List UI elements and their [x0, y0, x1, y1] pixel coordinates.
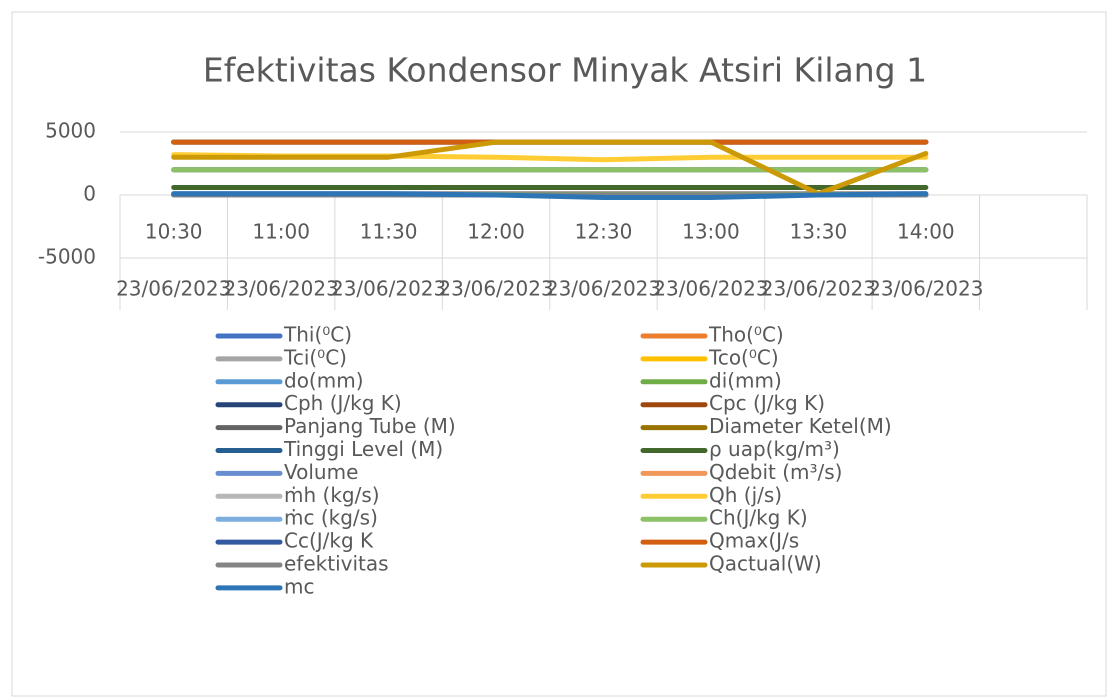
series-line: [171, 191, 929, 201]
x-tick-label: 13:00: [682, 220, 740, 244]
series-line: [171, 139, 929, 197]
x-group-label: 23/06/2023: [224, 277, 339, 301]
legend-label: Qmax(J/s: [709, 529, 799, 553]
legend-label: Tco(⁰C): [708, 345, 779, 369]
legend-label: Panjang Tube (M): [284, 414, 456, 438]
x-tick-label: 10:30: [145, 220, 203, 244]
x-group-label: 23/06/2023: [653, 277, 768, 301]
legend-label: ṁc (kg/s): [284, 506, 378, 530]
y-tick-label: -5000: [38, 245, 96, 269]
x-tick-label: 12:30: [575, 220, 633, 244]
chart-title: Efektivitas Kondensor Minyak Atsiri Kila…: [203, 51, 927, 90]
x-group-label: 23/06/2023: [761, 277, 876, 301]
y-tick-label: 0: [83, 182, 96, 206]
legend-label: Cph (J/kg K): [284, 391, 402, 415]
legend-label: efektivitas: [284, 552, 389, 576]
legend-label: Tinggi Level (M): [283, 437, 443, 461]
legend-label: Tci(⁰C): [283, 345, 347, 369]
x-group-label: 23/06/2023: [546, 277, 661, 301]
x-tick-label: 11:00: [252, 220, 310, 244]
legend-label: Diameter Ketel(M): [709, 414, 892, 438]
legend-label: Ch(J/kg K): [709, 506, 808, 530]
legend-label: Cpc (J/kg K): [709, 391, 825, 415]
legend-label: di(mm): [709, 368, 782, 392]
legend-label: ρ uap(kg/m³): [709, 437, 840, 461]
legend-label: do(mm): [284, 368, 364, 392]
legend-label: Qh (j/s): [709, 483, 782, 507]
legend-label: ṁh (kg/s): [284, 483, 380, 507]
legend-label: Volume: [284, 460, 358, 484]
legend-label: Thi(⁰C): [283, 323, 352, 347]
x-group-label: 23/06/2023: [868, 277, 983, 301]
legend-label: Qactual(W): [709, 552, 822, 576]
legend-label: Tho(⁰C): [708, 323, 784, 347]
legend-label: Qdebit (m³/s): [709, 460, 842, 484]
x-group-label: 23/06/2023: [438, 277, 553, 301]
y-tick-label: 5000: [45, 119, 96, 143]
x-group-label: 23/06/2023: [116, 277, 231, 301]
x-group-label: 23/06/2023: [331, 277, 446, 301]
legend-label: Cc(J/kg K: [284, 529, 374, 553]
legend-label: mc: [284, 574, 314, 598]
x-tick-label: 13:30: [790, 220, 848, 244]
x-tick-label: 12:00: [467, 220, 525, 244]
x-tick-label: 14:00: [897, 220, 955, 244]
chart-border: [11, 11, 1107, 697]
x-tick-label: 11:30: [360, 220, 418, 244]
